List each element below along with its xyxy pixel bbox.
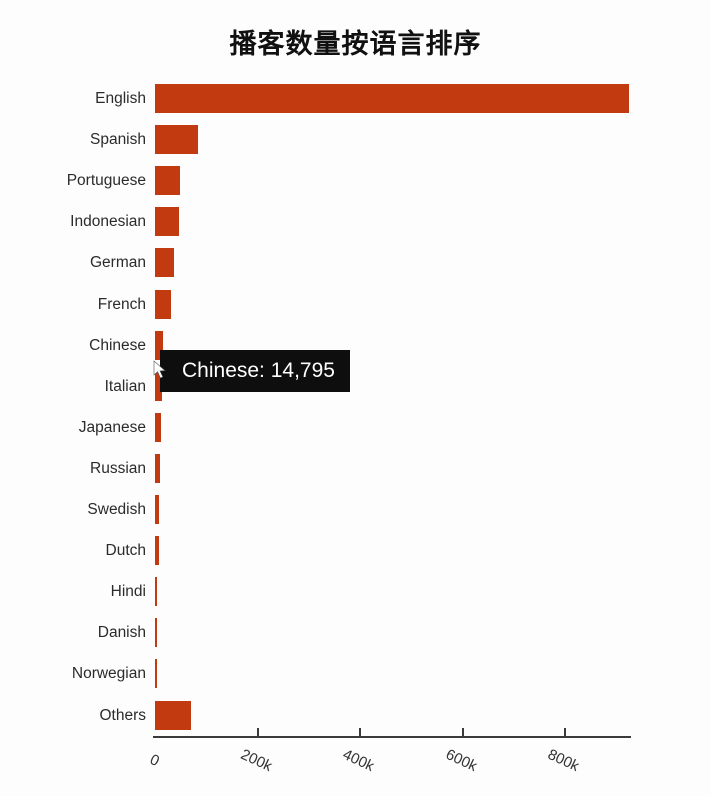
- bar-english[interactable]: [155, 84, 630, 113]
- x-axis-tick-label: 200k: [237, 745, 275, 776]
- category-label: Portuguese: [66, 171, 146, 189]
- bar-row: Norwegian: [0, 659, 711, 688]
- category-label: Italian: [104, 377, 146, 395]
- category-label: Others: [99, 706, 146, 724]
- bar-danish[interactable]: [155, 618, 157, 647]
- category-label: French: [97, 295, 146, 313]
- tooltip: Chinese: 14,795: [160, 350, 350, 392]
- bar-russian[interactable]: [155, 454, 161, 483]
- bar-japanese[interactable]: [155, 413, 161, 442]
- bar-dutch[interactable]: [155, 536, 159, 565]
- bar-row: Hindi: [0, 577, 711, 606]
- x-axis-tick-label: 0: [147, 751, 162, 770]
- bar-row: Spanish: [0, 125, 711, 154]
- category-label: German: [90, 253, 146, 271]
- bar-italian[interactable]: [155, 372, 163, 401]
- bar-row: Danish: [0, 618, 711, 647]
- bar-chinese[interactable]: [155, 331, 163, 360]
- x-axis-tick-mark: [564, 728, 566, 736]
- category-label: Russian: [90, 459, 146, 477]
- bar-french[interactable]: [155, 290, 171, 319]
- bar-norwegian[interactable]: [155, 659, 157, 688]
- category-label: Indonesian: [70, 212, 146, 230]
- mouse-cursor-icon: [153, 360, 166, 379]
- x-axis-tick-label: 600k: [442, 745, 480, 776]
- bar-row: Italian: [0, 372, 711, 401]
- x-axis-tick-mark: [256, 728, 259, 736]
- category-label: Spanish: [89, 130, 146, 148]
- bar-row: Japanese: [0, 413, 711, 442]
- bar-row: Others: [0, 701, 711, 730]
- bar-row: Indonesian: [0, 207, 711, 236]
- category-label: Danish: [97, 623, 146, 641]
- bar-row: English: [0, 84, 711, 113]
- bar-row: Swedish: [0, 495, 711, 524]
- x-axis-tick-label: 400k: [340, 745, 377, 776]
- chart-title: 播客数量按语言排序: [229, 29, 482, 59]
- bar-hindi[interactable]: [155, 577, 158, 606]
- bar-others[interactable]: [155, 701, 191, 730]
- category-label: Dutch: [105, 541, 147, 559]
- bar-row: French: [0, 290, 711, 319]
- category-label: Chinese: [89, 336, 146, 354]
- x-axis-tick-mark: [359, 728, 361, 736]
- bar-row: Chinese: [0, 331, 711, 360]
- bar-indonesian[interactable]: [155, 207, 179, 236]
- bar-row: Portuguese: [0, 166, 711, 195]
- x-axis-tick-mark: [461, 728, 464, 736]
- category-label: Swedish: [87, 500, 146, 518]
- x-axis-tick-label: 800k: [545, 745, 582, 776]
- bar-row: German: [0, 248, 711, 277]
- category-label: English: [95, 89, 146, 107]
- category-label: Hindi: [110, 582, 146, 600]
- bar-german[interactable]: [155, 248, 175, 277]
- bar-row: Dutch: [0, 536, 711, 565]
- bar-portuguese[interactable]: [155, 166, 181, 195]
- bar-swedish[interactable]: [155, 495, 160, 524]
- bar-spanish[interactable]: [155, 125, 199, 154]
- category-label: Japanese: [78, 418, 146, 436]
- category-label: Norwegian: [71, 664, 146, 682]
- x-axis-line: [153, 736, 631, 738]
- bar-row: Russian: [0, 454, 711, 483]
